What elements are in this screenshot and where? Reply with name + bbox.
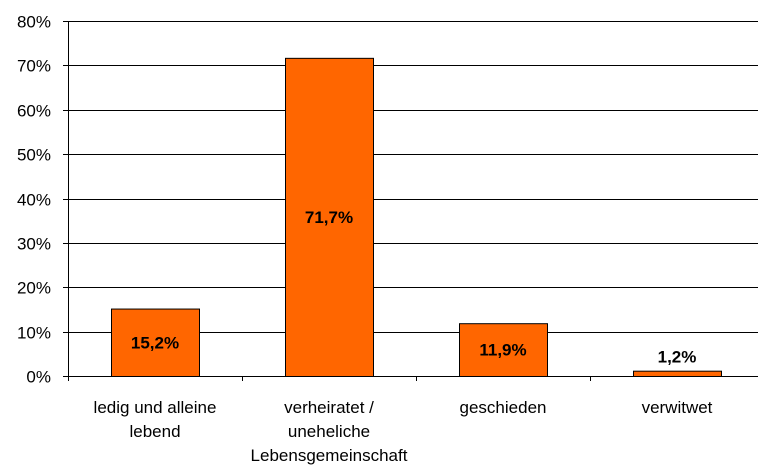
y-tick-label: 60% — [17, 102, 51, 121]
bar — [111, 308, 200, 377]
data-label: 1,2% — [658, 348, 697, 367]
bar — [285, 57, 374, 378]
y-tick-label: 50% — [17, 146, 51, 165]
gridlines — [68, 21, 758, 333]
data-label: 71,7% — [305, 208, 353, 227]
data-label: 15,2% — [131, 333, 179, 352]
y-tick-label: 10% — [17, 324, 51, 343]
data-label: 11,9% — [479, 341, 526, 360]
data-labels: 15,2% 71,7% 11,9% 1,2% — [131, 208, 696, 367]
y-tick-label: 70% — [17, 57, 51, 76]
x-category-labels: ledig und alleine lebend verheiratet / uneh… — [94, 398, 713, 465]
x-category-label: lebend — [129, 422, 180, 441]
bar — [459, 323, 548, 378]
x-category-label: Lebensgemeinschaft — [251, 446, 408, 465]
x-category-label: geschieden — [460, 398, 547, 417]
y-tick-label: 80% — [17, 13, 51, 32]
bar — [633, 370, 722, 377]
x-category-label: ledig und alleine — [94, 398, 217, 417]
axes — [63, 21, 758, 381]
x-category-label: verheiratet / — [284, 398, 374, 417]
y-tick-label: 30% — [17, 235, 51, 254]
y-tick-labels: 0% 10% 20% 30% 40% 50% 60% 70% 80% — [17, 13, 51, 387]
y-tick-label: 40% — [17, 191, 51, 210]
y-tick-label: 20% — [17, 279, 51, 298]
x-category-label: uneheliche — [288, 422, 370, 441]
bars — [111, 57, 722, 378]
x-category-label: verwitwet — [642, 398, 713, 417]
y-tick-label: 0% — [26, 368, 51, 387]
